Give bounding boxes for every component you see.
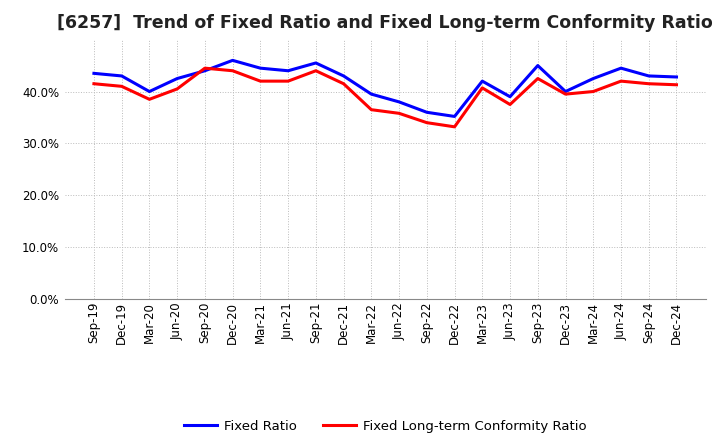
Fixed Ratio: [145, 89, 154, 94]
Fixed Long-term Conformity Ratio: [173, 86, 181, 92]
Fixed Long-term Conformity Ratio: [145, 97, 154, 102]
Legend: Fixed Ratio, Fixed Long-term Conformity Ratio: Fixed Ratio, Fixed Long-term Conformity …: [179, 415, 592, 438]
Fixed Long-term Conformity Ratio: [672, 82, 681, 88]
Fixed Long-term Conformity Ratio: [312, 68, 320, 73]
Line: Fixed Ratio: Fixed Ratio: [94, 60, 677, 117]
Fixed Long-term Conformity Ratio: [589, 89, 598, 94]
Fixed Ratio: [589, 76, 598, 81]
Fixed Ratio: [284, 68, 292, 73]
Fixed Long-term Conformity Ratio: [478, 85, 487, 91]
Fixed Long-term Conformity Ratio: [450, 124, 459, 129]
Fixed Long-term Conformity Ratio: [367, 107, 376, 112]
Fixed Ratio: [395, 99, 403, 105]
Fixed Ratio: [367, 92, 376, 97]
Fixed Long-term Conformity Ratio: [201, 66, 210, 71]
Fixed Long-term Conformity Ratio: [616, 78, 625, 84]
Fixed Ratio: [312, 60, 320, 66]
Fixed Ratio: [672, 74, 681, 80]
Fixed Ratio: [339, 73, 348, 79]
Fixed Long-term Conformity Ratio: [339, 81, 348, 86]
Fixed Ratio: [201, 68, 210, 73]
Fixed Long-term Conformity Ratio: [644, 81, 653, 86]
Line: Fixed Long-term Conformity Ratio: Fixed Long-term Conformity Ratio: [94, 68, 677, 127]
Fixed Ratio: [505, 94, 514, 99]
Title: [6257]  Trend of Fixed Ratio and Fixed Long-term Conformity Ratio: [6257] Trend of Fixed Ratio and Fixed Lo…: [58, 15, 713, 33]
Fixed Ratio: [450, 114, 459, 119]
Fixed Ratio: [644, 73, 653, 79]
Fixed Long-term Conformity Ratio: [89, 81, 98, 86]
Fixed Ratio: [173, 76, 181, 81]
Fixed Ratio: [561, 89, 570, 94]
Fixed Ratio: [534, 63, 542, 68]
Fixed Ratio: [117, 73, 126, 79]
Fixed Long-term Conformity Ratio: [505, 102, 514, 107]
Fixed Ratio: [478, 78, 487, 84]
Fixed Ratio: [256, 66, 265, 71]
Fixed Long-term Conformity Ratio: [284, 78, 292, 84]
Fixed Ratio: [228, 58, 237, 63]
Fixed Long-term Conformity Ratio: [256, 78, 265, 84]
Fixed Ratio: [423, 110, 431, 115]
Fixed Ratio: [616, 66, 625, 71]
Fixed Long-term Conformity Ratio: [534, 76, 542, 81]
Fixed Long-term Conformity Ratio: [395, 111, 403, 116]
Fixed Long-term Conformity Ratio: [561, 92, 570, 97]
Fixed Ratio: [89, 71, 98, 76]
Fixed Long-term Conformity Ratio: [423, 120, 431, 125]
Fixed Long-term Conformity Ratio: [117, 84, 126, 89]
Fixed Long-term Conformity Ratio: [228, 68, 237, 73]
